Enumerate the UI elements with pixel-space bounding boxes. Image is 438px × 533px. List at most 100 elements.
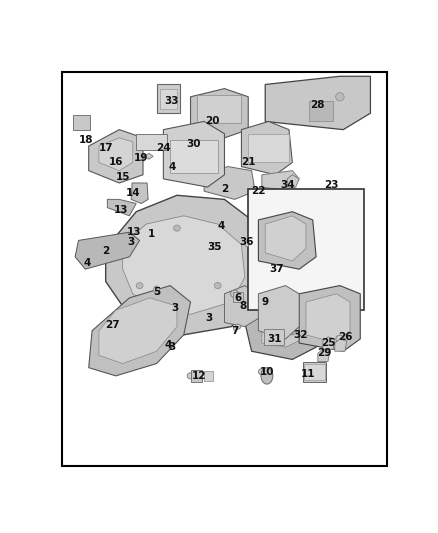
Ellipse shape: [323, 344, 330, 350]
Text: 3: 3: [205, 313, 213, 324]
Ellipse shape: [336, 335, 344, 343]
Text: 4: 4: [83, 258, 91, 268]
Text: 17: 17: [99, 143, 113, 153]
Text: 18: 18: [79, 135, 93, 145]
Ellipse shape: [244, 241, 249, 247]
Text: 30: 30: [187, 139, 201, 149]
Text: 1: 1: [148, 229, 155, 239]
Bar: [248, 134, 289, 163]
Text: 21: 21: [241, 157, 255, 167]
Polygon shape: [309, 101, 333, 122]
Text: 11: 11: [300, 369, 315, 379]
Bar: [197, 95, 241, 124]
Bar: [170, 140, 218, 173]
Bar: [136, 134, 167, 150]
Text: 4: 4: [168, 161, 176, 172]
Text: 3: 3: [168, 342, 176, 352]
Polygon shape: [323, 337, 335, 349]
Bar: [191, 370, 202, 382]
Text: 6: 6: [234, 293, 242, 303]
Polygon shape: [88, 130, 143, 183]
Polygon shape: [258, 286, 299, 339]
Bar: [304, 364, 325, 380]
Text: 31: 31: [268, 334, 282, 344]
Text: 8: 8: [240, 301, 247, 311]
Text: 13: 13: [114, 205, 128, 215]
Ellipse shape: [235, 324, 241, 329]
Text: 2: 2: [221, 184, 228, 194]
Polygon shape: [265, 76, 371, 130]
Bar: [303, 361, 326, 382]
Text: 3: 3: [172, 303, 179, 313]
Text: 12: 12: [192, 371, 206, 381]
Polygon shape: [318, 349, 330, 361]
Ellipse shape: [187, 373, 194, 379]
Polygon shape: [245, 281, 320, 359]
Text: 36: 36: [239, 238, 254, 247]
Text: 28: 28: [311, 100, 325, 110]
Polygon shape: [258, 212, 316, 269]
Bar: [204, 371, 212, 381]
Polygon shape: [306, 294, 350, 343]
Polygon shape: [106, 195, 265, 335]
Bar: [74, 115, 90, 131]
Ellipse shape: [261, 368, 273, 384]
Ellipse shape: [154, 286, 159, 293]
Polygon shape: [265, 216, 306, 261]
Text: 4: 4: [217, 221, 225, 231]
Ellipse shape: [288, 327, 297, 335]
Ellipse shape: [336, 93, 344, 101]
Polygon shape: [88, 286, 191, 376]
Text: 14: 14: [126, 188, 140, 198]
Polygon shape: [99, 138, 133, 171]
Text: 23: 23: [324, 180, 339, 190]
Polygon shape: [75, 232, 140, 269]
Polygon shape: [262, 171, 299, 191]
Text: 26: 26: [338, 332, 352, 342]
Bar: [160, 88, 177, 109]
Text: 7: 7: [231, 326, 238, 336]
Polygon shape: [123, 216, 245, 314]
Text: 19: 19: [134, 154, 148, 163]
Polygon shape: [99, 298, 177, 364]
Text: 22: 22: [251, 186, 266, 196]
Text: 13: 13: [127, 227, 142, 237]
Polygon shape: [287, 175, 299, 187]
Text: 35: 35: [207, 241, 222, 252]
Text: 15: 15: [115, 172, 130, 182]
Ellipse shape: [230, 290, 239, 297]
Polygon shape: [299, 286, 360, 351]
Ellipse shape: [214, 282, 221, 289]
Polygon shape: [241, 122, 293, 175]
Text: 24: 24: [156, 143, 171, 153]
Ellipse shape: [258, 369, 265, 375]
Text: 9: 9: [261, 297, 269, 307]
Text: 10: 10: [260, 367, 274, 377]
Bar: [233, 292, 243, 302]
Text: 3: 3: [127, 238, 135, 247]
Polygon shape: [163, 122, 224, 187]
Polygon shape: [204, 166, 255, 199]
Text: 27: 27: [105, 320, 120, 329]
Ellipse shape: [233, 326, 237, 331]
Text: 20: 20: [205, 116, 220, 126]
Text: 4: 4: [165, 340, 172, 350]
Text: 29: 29: [318, 348, 332, 358]
Polygon shape: [142, 154, 153, 159]
Bar: [264, 329, 284, 345]
Text: 5: 5: [153, 287, 160, 297]
Polygon shape: [262, 294, 303, 347]
Ellipse shape: [173, 225, 180, 231]
Text: 32: 32: [293, 330, 308, 340]
Text: 33: 33: [165, 96, 179, 106]
Polygon shape: [191, 88, 248, 138]
Ellipse shape: [278, 302, 286, 310]
Ellipse shape: [136, 282, 143, 289]
Ellipse shape: [265, 327, 273, 335]
Polygon shape: [107, 199, 136, 216]
Bar: [156, 84, 180, 113]
Polygon shape: [224, 286, 258, 327]
Text: 25: 25: [321, 338, 335, 348]
Polygon shape: [335, 339, 346, 351]
Text: 34: 34: [280, 180, 295, 190]
